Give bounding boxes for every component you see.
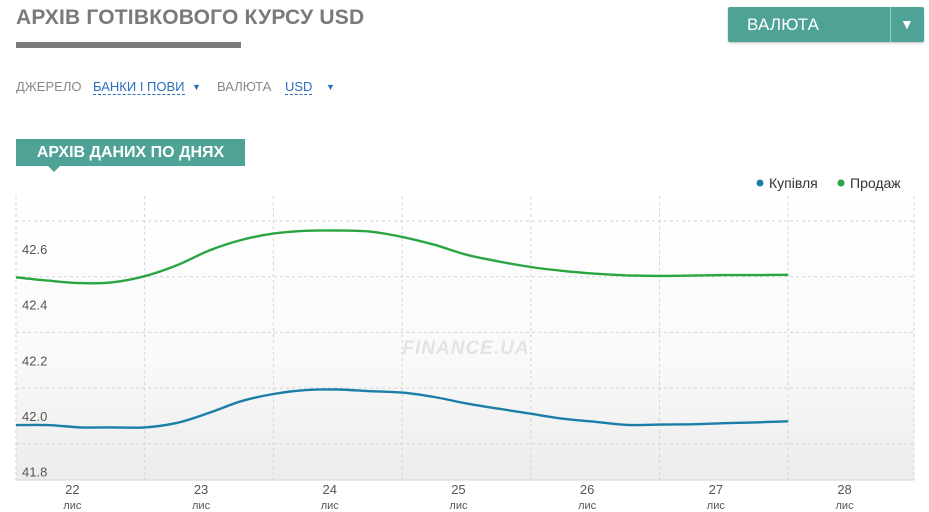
chart-grid <box>15 196 915 481</box>
chevron-down-icon[interactable]: ▼ <box>900 16 914 32</box>
source-caret-icon[interactable]: ▼ <box>192 82 201 92</box>
y-axis-ticks: 42.6 42.4 42.2 42.0 41.8 <box>22 242 47 480</box>
x-tick-sublabel: лис <box>63 500 82 512</box>
x-tick-sublabel: лис <box>836 500 855 512</box>
currency-filter-label: ВАЛЮТА <box>217 79 272 94</box>
tab-notch <box>48 166 60 172</box>
x-tick-sublabel: лис <box>578 500 597 512</box>
y-tick-label: 42.4 <box>22 298 47 313</box>
x-tick-sublabel: лис <box>321 500 340 512</box>
daily-archive-tab[interactable]: АРХІВ ДАНИХ ПО ДНЯХ <box>16 139 245 172</box>
x-tick-sublabel: лис <box>192 500 211 512</box>
x-tick-sublabel: лис <box>707 500 726 512</box>
y-tick-label: 42.0 <box>22 409 47 424</box>
source-filter-select[interactable]: БАНКИ І ПОВИ <box>93 79 185 95</box>
source-filter-label: ДЖЕРЕЛО <box>16 79 82 94</box>
buy-series-line <box>15 388 789 429</box>
y-tick-label: 41.8 <box>22 465 47 480</box>
title-underline <box>16 42 241 48</box>
y-tick-label: 42.2 <box>22 353 47 368</box>
dropdown-divider <box>890 7 891 42</box>
x-tick-label: 24 <box>323 482 337 497</box>
x-tick-label: 27 <box>709 482 723 497</box>
legend-sell-marker <box>837 179 845 187</box>
y-tick-label: 42.6 <box>22 242 47 257</box>
currency-caret-icon[interactable]: ▼ <box>326 82 335 92</box>
series-lines <box>15 229 789 429</box>
page-title: АРХІВ ГОТІВКОВОГО КУРСУ USD <box>16 6 365 29</box>
currency-filter-select[interactable]: USD <box>285 79 313 95</box>
legend-buy-marker <box>756 179 764 187</box>
x-axis-ticks: 22 лис 23 лис 24 лис 25 лис 26 лис 27 лис 28 лис <box>63 482 854 512</box>
daily-archive-tab-label: АРХІВ ДАНИХ ПО ДНЯХ <box>36 144 225 161</box>
currency-dropdown-button[interactable]: ВАЛЮТА ▼ <box>728 7 924 42</box>
plot-area <box>16 196 914 480</box>
x-tick-label: 22 <box>65 482 79 497</box>
x-tick-label: 25 <box>451 482 465 497</box>
chart-legend: Купівля Продаж <box>756 175 901 191</box>
x-tick-label: 28 <box>837 482 851 497</box>
x-tick-label: 23 <box>194 482 208 497</box>
sell-series-line <box>15 229 789 285</box>
currency-dropdown-label: ВАЛЮТА <box>747 15 820 34</box>
finance-ua-watermark: FINANCE.UA <box>402 338 529 359</box>
legend-buy-label: Купівля <box>769 175 818 191</box>
x-tick-sublabel: лис <box>449 500 468 512</box>
legend-sell-label: Продаж <box>850 175 901 191</box>
x-tick-label: 26 <box>580 482 594 497</box>
